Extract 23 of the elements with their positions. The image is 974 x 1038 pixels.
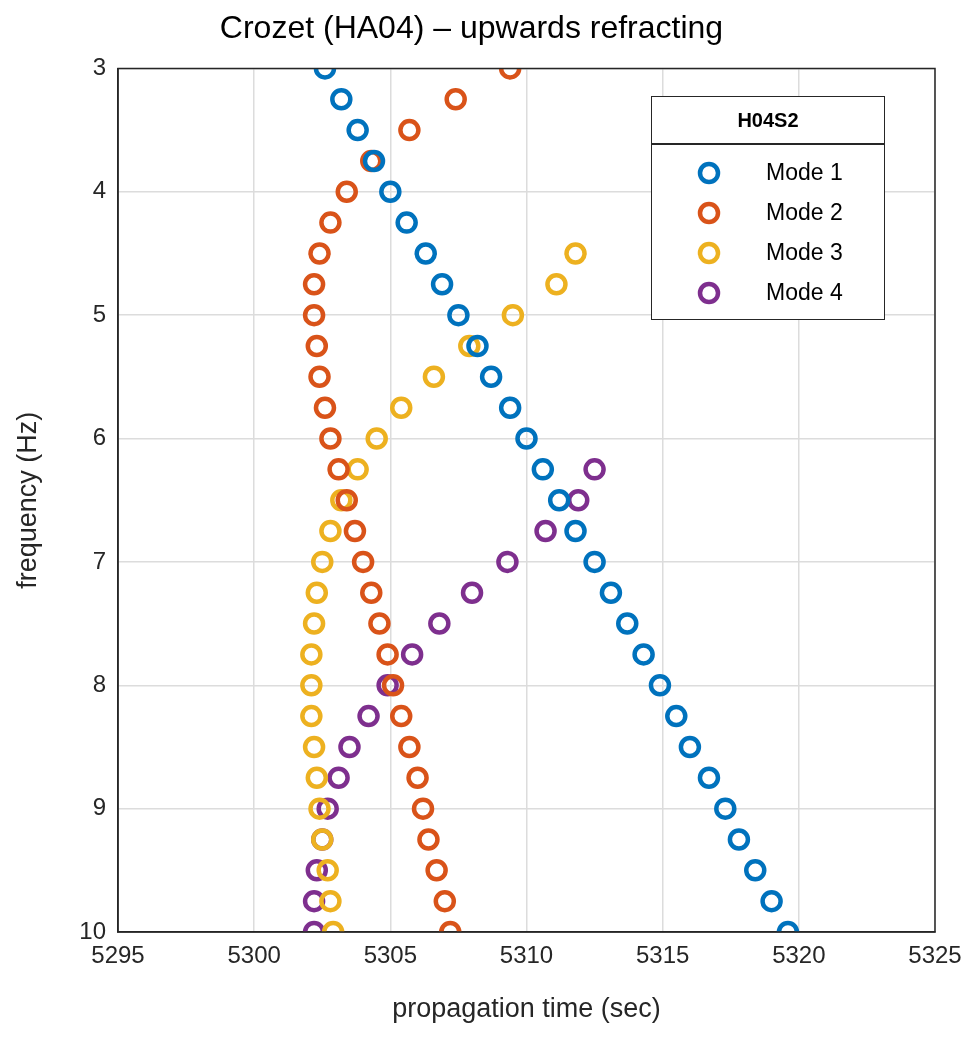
x-tick-label: 5305 bbox=[363, 941, 418, 969]
y-tick-label: 8 bbox=[92, 669, 106, 697]
y-tick-label: 10 bbox=[79, 916, 106, 944]
x-tick-label: 5320 bbox=[772, 941, 826, 969]
x-axis-title: propagation time (sec) bbox=[392, 993, 661, 1024]
x-tick-label: 5295 bbox=[91, 941, 145, 969]
legend-title: H04S2 bbox=[736, 108, 800, 134]
legend-label: Mode 2 bbox=[766, 199, 843, 227]
chart-title: Crozet (HA04) – upwards refracting bbox=[219, 9, 724, 46]
y-tick-label: 3 bbox=[92, 53, 106, 81]
y-tick-label: 9 bbox=[92, 793, 106, 821]
x-tick-label: 5325 bbox=[908, 941, 962, 969]
legend-label: Mode 1 bbox=[766, 159, 843, 187]
x-tick-label: 5315 bbox=[635, 941, 690, 969]
y-tick-label: 7 bbox=[92, 546, 106, 574]
y-tick-label: 4 bbox=[92, 176, 106, 204]
legend-label: Mode 4 bbox=[766, 279, 843, 307]
y-axis-title: frequency (Hz) bbox=[11, 411, 42, 589]
y-tick-label: 6 bbox=[92, 423, 106, 451]
x-tick-label: 5310 bbox=[499, 941, 554, 969]
x-tick-label: 5300 bbox=[227, 941, 281, 969]
y-tick-label: 5 bbox=[92, 299, 106, 327]
legend-label: Mode 3 bbox=[766, 239, 843, 267]
